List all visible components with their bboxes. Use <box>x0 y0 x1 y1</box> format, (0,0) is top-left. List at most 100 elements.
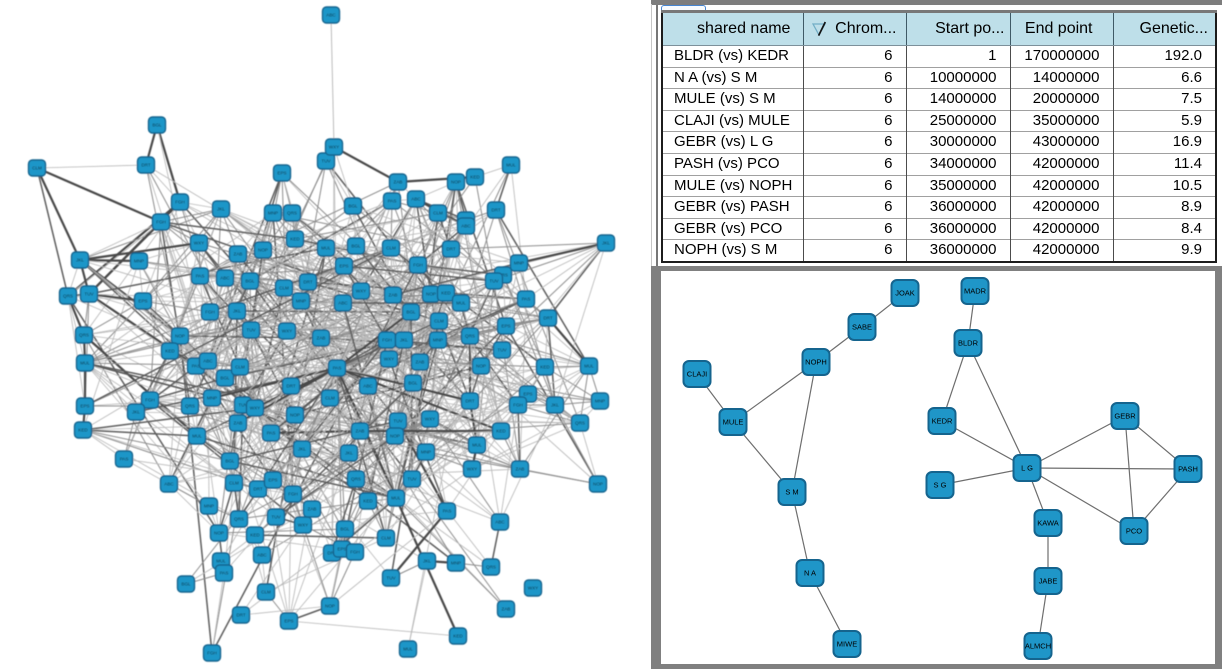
svg-text:ZAB: ZAB <box>416 360 425 365</box>
svg-text:MUL: MUL <box>584 364 594 369</box>
svg-text:NOP: NOP <box>175 334 185 339</box>
svg-text:JKL: JKL <box>298 447 306 452</box>
svg-text:MULE: MULE <box>723 418 744 427</box>
svg-text:EPS: EPS <box>337 547 346 552</box>
svg-text:BGL: BGL <box>348 204 358 209</box>
svg-text:CLM: CLM <box>381 536 391 541</box>
svg-text:DRT: DRT <box>543 316 553 321</box>
svg-text:BGL: BGL <box>406 310 416 315</box>
svg-text:TUV: TUV <box>393 419 403 424</box>
svg-text:PAS: PAS <box>196 274 205 279</box>
svg-text:DRT: DRT <box>253 487 263 492</box>
svg-text:MIWE: MIWE <box>837 640 857 649</box>
svg-text:N A: N A <box>804 569 816 578</box>
svg-text:NOP: NOP <box>426 292 436 297</box>
svg-text:QRS: QRS <box>486 565 496 570</box>
svg-text:ABC: ABC <box>338 301 348 306</box>
svg-text:QRS: QRS <box>79 333 89 338</box>
svg-text:MNP: MNP <box>207 396 217 401</box>
svg-text:DRT: DRT <box>327 551 337 556</box>
svg-text:NOP: NOP <box>214 531 224 536</box>
svg-text:CLM: CLM <box>279 286 289 291</box>
svg-text:DRT: DRT <box>491 208 501 213</box>
svg-text:WXY: WXY <box>467 467 477 472</box>
svg-text:ZAB: ZAB <box>394 180 403 185</box>
svg-text:PCO: PCO <box>1126 527 1142 536</box>
svg-text:WXY: WXY <box>282 329 292 334</box>
svg-text:NOP: NOP <box>325 604 335 609</box>
svg-text:CLM: CLM <box>434 319 444 324</box>
svg-text:MNP: MNP <box>514 261 524 266</box>
svg-text:JKL: JKL <box>345 451 353 456</box>
svg-text:NOP: NOP <box>593 482 603 487</box>
svg-text:TUV: TUV <box>271 515 281 520</box>
svg-text:BGL: BGL <box>220 376 230 381</box>
svg-text:JKL: JKL <box>217 207 225 212</box>
svg-text:CLM: CLM <box>229 481 239 486</box>
svg-text:PAS: PAS <box>443 509 452 514</box>
svg-text:FGH: FGH <box>207 651 217 656</box>
svg-text:SABE: SABE <box>852 323 872 332</box>
svg-text:TUV: TUV <box>321 159 331 164</box>
svg-text:WXY: WXY <box>250 406 260 411</box>
svg-text:TUV: TUV <box>246 328 256 333</box>
svg-text:PAS: PAS <box>120 457 129 462</box>
svg-text:MUL: MUL <box>80 361 90 366</box>
svg-text:KED: KED <box>453 634 463 639</box>
svg-text:FGH: FGH <box>175 200 185 205</box>
svg-text:JABE: JABE <box>1039 577 1058 586</box>
svg-text:ZAB: ZAB <box>516 467 525 472</box>
svg-text:KED: KED <box>540 365 550 370</box>
svg-text:KED: KED <box>496 429 506 434</box>
svg-text:KED: KED <box>290 237 300 242</box>
svg-text:NOP: NOP <box>258 248 268 253</box>
svg-text:QRS: QRS <box>575 421 585 426</box>
svg-text:PAS: PAS <box>267 431 276 436</box>
svg-text:S M: S M <box>785 488 798 497</box>
svg-text:BLDR: BLDR <box>958 339 979 348</box>
svg-text:TUV: TUV <box>386 576 396 581</box>
svg-text:QRS: QRS <box>498 273 508 278</box>
svg-text:L G: L G <box>1021 464 1033 473</box>
svg-text:BGL: BGL <box>152 123 162 128</box>
svg-text:JKL: JKL <box>76 258 84 263</box>
svg-text:DRT: DRT <box>286 384 296 389</box>
svg-text:QRS: QRS <box>185 404 195 409</box>
svg-text:FGH: FGH <box>205 310 215 315</box>
svg-text:NOP: NOP <box>290 413 300 418</box>
svg-text:DRT: DRT <box>465 399 475 404</box>
svg-text:EPS: EPS <box>138 299 147 304</box>
svg-text:PASH: PASH <box>1178 465 1198 474</box>
svg-text:FGH: FGH <box>382 338 392 343</box>
svg-text:KED: KED <box>363 499 373 504</box>
svg-text:QRS: QRS <box>63 294 73 299</box>
svg-text:ABC: ABC <box>257 553 267 558</box>
svg-text:MUL: MUL <box>506 163 516 168</box>
svg-text:ABC: ABC <box>164 482 174 487</box>
svg-text:PAS: PAS <box>388 199 397 204</box>
svg-text:KAWA: KAWA <box>1037 519 1059 528</box>
svg-text:ABC: ABC <box>326 13 336 18</box>
svg-text:S G: S G <box>934 481 947 490</box>
svg-text:ZAB: ZAB <box>502 607 511 612</box>
svg-text:MNP: MNP <box>296 299 306 304</box>
svg-text:BGL: BGL <box>181 582 191 587</box>
svg-text:NOP: NOP <box>451 180 461 185</box>
svg-text:FGH: FGH <box>350 550 360 555</box>
svg-text:ALMCH: ALMCH <box>1025 642 1051 651</box>
svg-text:ZAB: ZAB <box>317 336 326 341</box>
svg-text:TUV: TUV <box>84 292 94 297</box>
svg-text:JKL: JKL <box>423 559 431 564</box>
svg-text:TUV: TUV <box>407 477 417 482</box>
svg-text:ZAB: ZAB <box>356 429 365 434</box>
svg-text:WXY: WXY <box>384 357 394 362</box>
svg-text:MUL: MUL <box>391 496 401 501</box>
svg-text:NOPH: NOPH <box>805 358 827 367</box>
svg-text:ABC: ABC <box>363 384 373 389</box>
svg-text:KED: KED <box>441 291 451 296</box>
svg-text:FGH: FGH <box>156 220 166 225</box>
svg-text:ZAB: ZAB <box>234 252 243 257</box>
svg-text:ABC: ABC <box>203 359 213 364</box>
svg-text:PAS: PAS <box>333 366 342 371</box>
svg-text:WXY: WXY <box>528 586 538 591</box>
